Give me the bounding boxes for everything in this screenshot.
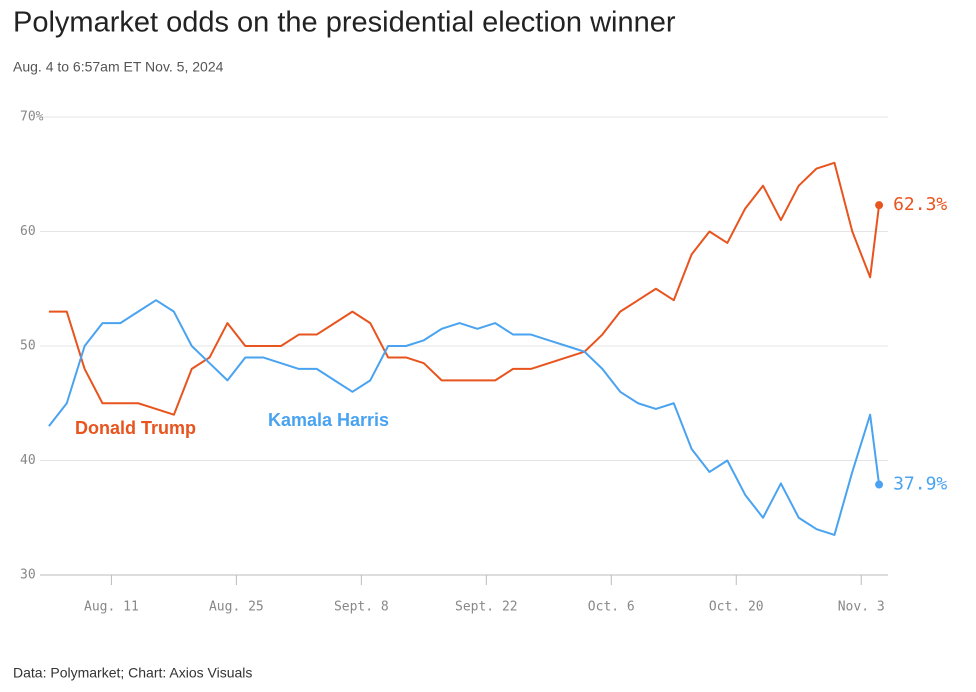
y-tick-label: 50	[20, 339, 36, 354]
chart-title: Polymarket odds on the presidential elec…	[13, 7, 676, 39]
chart-subtitle: Aug. 4 to 6:57am ET Nov. 5, 2024	[13, 59, 224, 75]
source-note: Data: Polymarket; Chart: Axios Visuals	[13, 665, 252, 681]
x-tick-label: Oct. 6	[588, 600, 635, 615]
x-tick-label: Oct. 20	[709, 600, 764, 615]
y-tick-label: 40	[20, 453, 36, 468]
series-label: Donald Trump	[75, 418, 196, 438]
value-label: 37.9%	[893, 474, 947, 495]
x-tick-label: Aug. 11	[84, 600, 139, 615]
series-line	[48, 161, 881, 416]
x-tick-label: Sept. 22	[455, 600, 518, 615]
end-point	[875, 480, 884, 489]
value-label: 62.3%	[893, 194, 947, 215]
end-point	[875, 201, 884, 210]
x-tick-label: Nov. 3	[838, 600, 885, 615]
series-label: Kamala Harris	[268, 410, 389, 430]
x-tick-label: Sept. 8	[334, 600, 389, 615]
y-tick-label: 30	[20, 568, 36, 583]
x-tick-label: Aug. 25	[209, 600, 264, 615]
series-line	[48, 299, 881, 536]
y-tick-label: 60	[20, 224, 36, 239]
y-tick-label: 70%	[20, 110, 44, 125]
